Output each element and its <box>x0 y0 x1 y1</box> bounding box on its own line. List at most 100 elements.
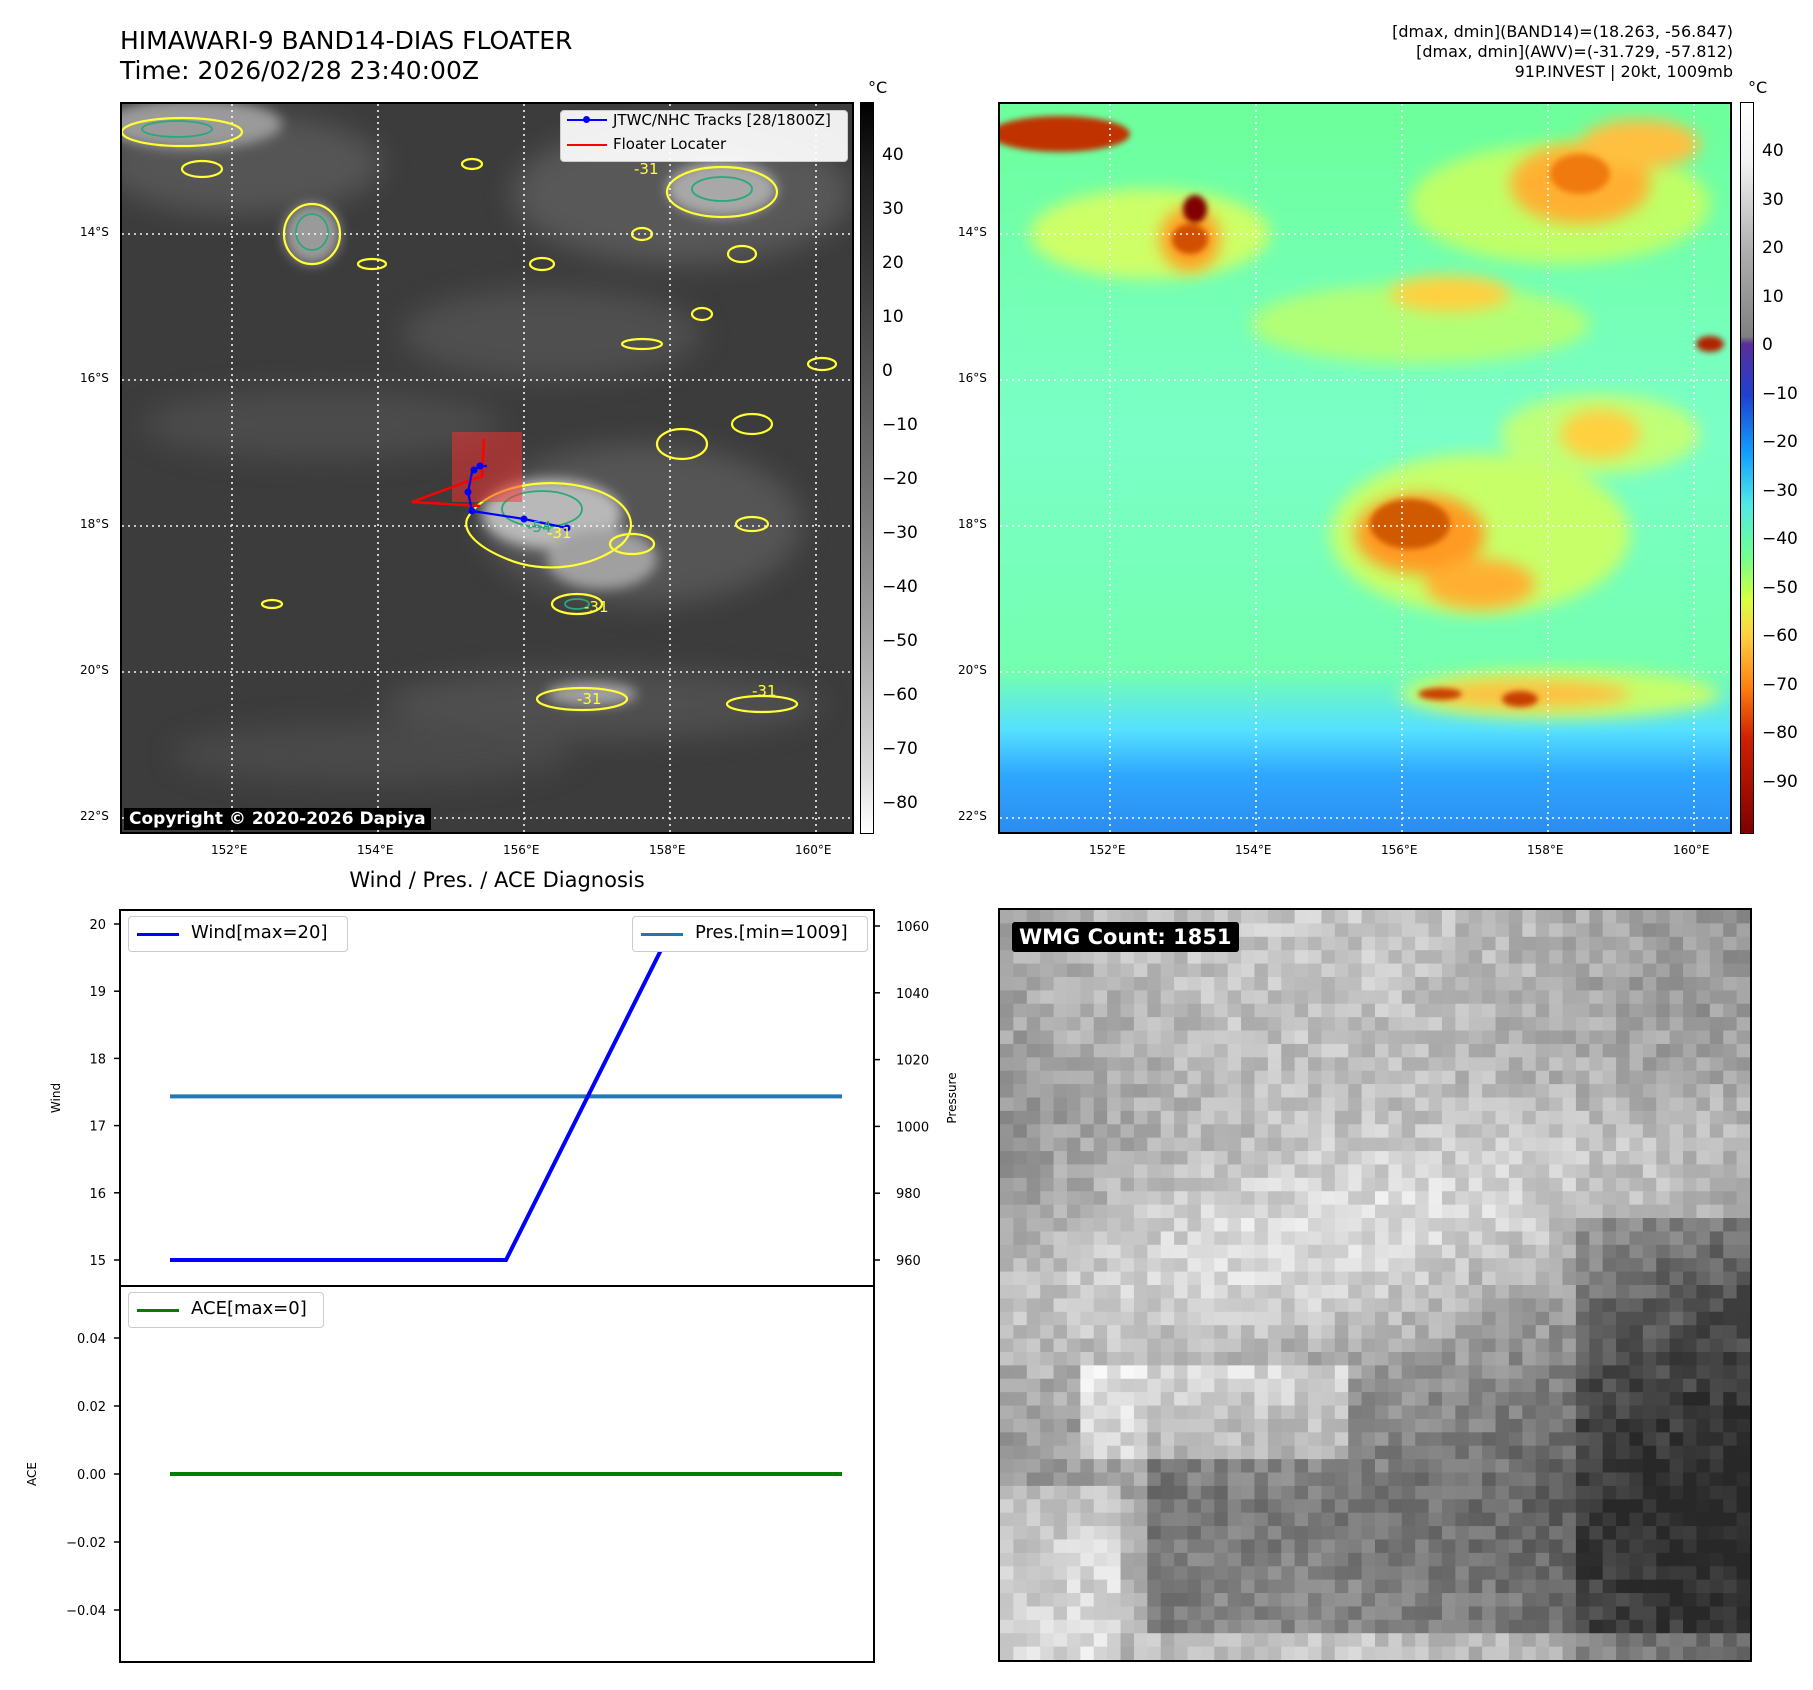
ace-tick-label: 0.00 <box>77 1468 106 1483</box>
title-line-1: HIMAWARI-9 BAND14-DIAS FLOATER <box>120 26 573 55</box>
info-line-2: [dmax, dmin](AWV)=(-31.729, -57.812) <box>1416 42 1733 61</box>
lat-label: 14°S <box>958 225 987 239</box>
lat-label: 20°S <box>958 663 987 677</box>
colorbar-tick-label: −20 <box>1762 432 1798 452</box>
lon-label: 156°E <box>1381 843 1418 857</box>
diagnosis-chart: 15 16 17 18 19 20 960 980 1000 1020 1040 1060 0.04 0.… <box>0 900 990 1680</box>
legend-tracks: JTWC/NHC Tracks [28/1800Z] <box>613 111 831 129</box>
colorbar-tick-label: 0 <box>1762 335 1773 355</box>
floater-locater-arrow <box>411 438 486 508</box>
colorbar1 <box>860 102 874 834</box>
colorbar-tick-label: −40 <box>1762 529 1798 549</box>
diagnosis-svg: 15 16 17 18 19 20 960 980 1000 1020 1040 1060 0.04 0.… <box>25 909 959 1663</box>
colorbar-tick-label: 20 <box>882 253 904 273</box>
colorbar-tick-label: 20 <box>1762 238 1784 258</box>
colorbar-tick-label: 10 <box>1762 286 1784 307</box>
lon-label: 156°E <box>503 843 540 857</box>
info-line-3: 91P.INVEST | 20kt, 1009mb <box>1514 62 1733 81</box>
colorbar2 <box>1740 102 1754 834</box>
colorbar-tick-label: −50 <box>882 631 918 651</box>
lat-label: 18°S <box>958 517 987 531</box>
lat-label: 14°S <box>80 225 109 239</box>
lon-label: 160°E <box>1673 843 1710 857</box>
colorbar-tick-label: 30 <box>1762 189 1784 210</box>
colorbar-tick-label: 30 <box>882 199 904 219</box>
colorbar-tick-label: −70 <box>1762 674 1798 695</box>
colorbar-tick-label: −50 <box>1762 577 1798 598</box>
diagnosis-title: Wind / Pres. / ACE Diagnosis <box>349 868 645 892</box>
lat-label: 18°S <box>80 517 109 531</box>
colorbar2-unit: °C <box>1748 78 1768 97</box>
wind-tick-label: 17 <box>89 1120 106 1135</box>
colorbar-tick-label: −60 <box>882 685 918 705</box>
lon-label: 152°E <box>211 843 248 857</box>
wmg-panel: WMG Count: 1851 <box>998 908 1752 1662</box>
ace-tick-label: 0.02 <box>77 1400 106 1415</box>
awv-map-panel <box>998 102 1732 834</box>
lon-label: 154°E <box>1235 843 1272 857</box>
ace-tick-label: −0.02 <box>66 1536 106 1551</box>
pressure-tick-label: 980 <box>896 1187 921 1202</box>
lat-label: 20°S <box>80 663 109 677</box>
pressure-tick-label: 960 <box>896 1254 921 1269</box>
ir-map-panel: -31 -31 -31 -31 -31 -54 JTWC/NHC Tracks … <box>120 102 854 834</box>
wind-tick-label: 20 <box>89 918 106 933</box>
lon-label: 154°E <box>357 843 394 857</box>
wind-axis-label: Wind <box>49 1083 63 1113</box>
figure-title: HIMAWARI-9 BAND14-DIAS FLOATER Time: 202… <box>120 26 572 86</box>
title-line-2: Time: 2026/02/28 23:40:00Z <box>120 56 479 85</box>
colorbar1-unit: °C <box>868 78 888 97</box>
colorbar-tick-label: −20 <box>882 469 918 489</box>
colorbar-tick-label: −10 <box>882 415 918 435</box>
copyright-badge: Copyright © 2020-2026 Dapiya <box>124 808 431 830</box>
wind-tick-label: 19 <box>89 985 106 1000</box>
awv-map-image <box>1000 104 1730 832</box>
pressure-tick-label: 1060 <box>896 920 929 935</box>
ir-map-image: -31 -31 -31 -31 -31 -54 <box>122 104 852 832</box>
contour-label: -31 <box>634 160 659 178</box>
colorbar-tick-label: −40 <box>882 577 918 597</box>
colorbar-tick-label: −30 <box>1762 480 1798 501</box>
ace-legend-label: ACE[max=0] <box>191 1298 307 1319</box>
pres-legend: Pres.[min=1009] <box>632 916 868 952</box>
lat-label: 22°S <box>80 809 109 823</box>
legend-locater: Floater Locater <box>613 135 727 153</box>
colorbar-tick-label: −80 <box>882 793 918 813</box>
wind-tick-label: 18 <box>89 1052 106 1067</box>
pres-legend-label: Pres.[min=1009] <box>695 922 848 943</box>
pressure-axis-label: Pressure <box>945 1072 959 1123</box>
wind-tick-label: 15 <box>89 1254 106 1269</box>
pressure-tick-label: 1040 <box>896 987 929 1002</box>
lat-label: 16°S <box>958 371 987 385</box>
pressure-tick-label: 1000 <box>896 1120 929 1135</box>
colorbar-tick-label: 10 <box>882 307 904 327</box>
wind-tick-label: 16 <box>89 1187 106 1202</box>
wmg-image <box>1000 910 1750 1660</box>
ace-legend: ACE[max=0] <box>128 1292 324 1328</box>
info-line-1: [dmax, dmin](BAND14)=(18.263, -56.847) <box>1392 22 1733 41</box>
storm-info: [dmax, dmin](BAND14)=(18.263, -56.847) [… <box>1392 22 1733 82</box>
wind-legend: Wind[max=20] <box>128 916 348 952</box>
wind-legend-label: Wind[max=20] <box>191 922 328 943</box>
colorbar-tick-label: −30 <box>882 523 918 543</box>
lon-label: 158°E <box>1527 843 1564 857</box>
contour-label: -54 <box>527 518 552 536</box>
contour-label: -31 <box>577 690 602 708</box>
colorbar-tick-label: 0 <box>882 361 893 381</box>
contour-label: -31 <box>584 598 609 616</box>
ace-axis-label: ACE <box>25 1462 39 1486</box>
colorbar-tick-label: −70 <box>882 739 918 759</box>
colorbar-tick-label: −90 <box>1762 771 1798 792</box>
pressure-tick-label: 1020 <box>896 1054 929 1069</box>
contour-label: -31 <box>547 524 572 542</box>
wmg-count-badge: WMG Count: 1851 <box>1012 922 1239 952</box>
lon-label: 160°E <box>795 843 832 857</box>
colorbar-tick-label: 40 <box>1762 141 1784 161</box>
ace-tick-label: −0.04 <box>66 1604 106 1619</box>
contour-label: -31 <box>752 682 777 700</box>
ace-tick-label: 0.04 <box>77 1332 106 1347</box>
colorbar-tick-label: −80 <box>1762 723 1798 743</box>
lat-label: 16°S <box>80 371 109 385</box>
colorbar-tick-label: −10 <box>1762 383 1798 404</box>
lon-label: 158°E <box>649 843 686 857</box>
